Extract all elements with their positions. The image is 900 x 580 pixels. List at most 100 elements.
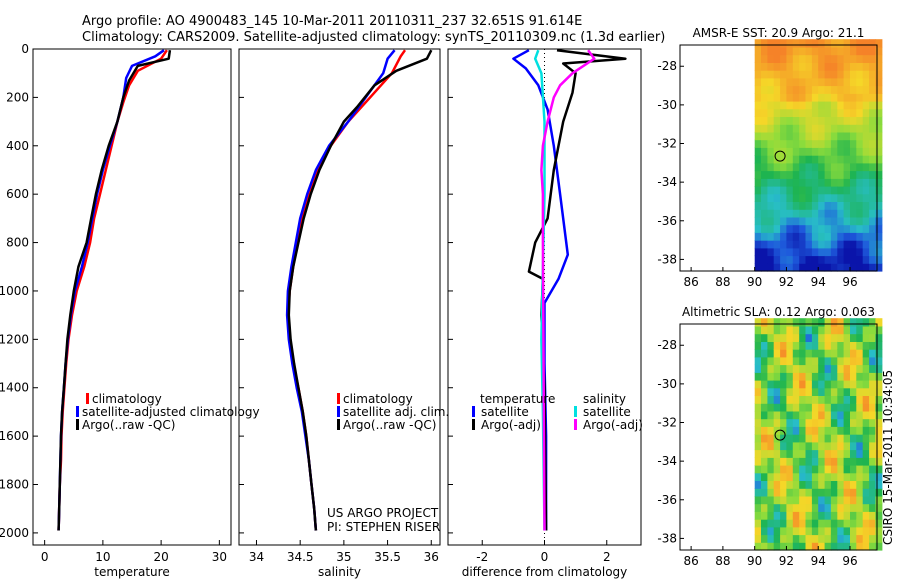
heatmap-cell	[818, 488, 826, 497]
heatmap-cell	[805, 124, 813, 133]
heatmap-cell	[754, 93, 762, 102]
heatmap-cell	[824, 247, 832, 257]
heatmap-cell	[862, 441, 870, 451]
legend-title-salinity: salinity	[583, 392, 626, 406]
heatmap-cell	[767, 147, 775, 156]
y-tick-label: -34	[657, 175, 677, 189]
heatmap-cell	[767, 511, 775, 520]
heatmap-cell	[830, 372, 838, 381]
heatmap-cell	[850, 503, 857, 512]
heatmap-cell	[843, 395, 851, 404]
csiro-timestamp: CSIRO 15-Mar-2011 10:34:05	[881, 370, 895, 545]
heatmap-cell	[869, 526, 877, 536]
heatmap-cell	[875, 54, 883, 63]
legend-label-argo: Argo(..raw -QC)	[343, 418, 436, 432]
legend-label-temp-argo: Argo(-adj)	[481, 418, 541, 432]
heatmap-cell	[792, 418, 800, 427]
heatmap-cell	[824, 240, 832, 249]
heatmap-cell	[786, 395, 794, 404]
heatmap-cell	[843, 542, 851, 551]
heatmap-cell	[761, 333, 768, 342]
heatmap-cell	[780, 356, 788, 366]
heatmap-cell	[811, 472, 819, 481]
difference-series-2	[533, 49, 546, 531]
heatmap-cell	[761, 380, 768, 389]
heatmap-cell	[843, 534, 851, 543]
heatmap-cell	[811, 263, 819, 272]
heatmap-cell	[780, 403, 788, 412]
heatmap-cell	[875, 387, 883, 396]
heatmap-cell	[862, 193, 870, 202]
heatmap-cell	[837, 170, 845, 179]
heatmap-cell	[830, 511, 838, 520]
heatmap-cell	[754, 434, 762, 443]
heatmap-cell	[837, 147, 845, 156]
heatmap-cell	[869, 449, 877, 458]
heatmap-cell	[862, 356, 870, 366]
heatmap-cell	[786, 116, 794, 125]
heatmap-cell	[818, 403, 826, 412]
heatmap-cell	[761, 441, 768, 451]
heatmap-cell	[811, 356, 819, 366]
heatmap-cell	[837, 418, 845, 427]
heatmap-cell	[773, 178, 781, 187]
heatmap-cell	[837, 465, 845, 474]
heatmap-cell	[805, 356, 813, 366]
heatmap-cell	[767, 480, 775, 489]
heatmap-cell	[805, 426, 813, 435]
heatmap-cell	[824, 147, 832, 156]
heatmap-cell	[837, 131, 845, 141]
heatmap-cell	[799, 39, 807, 48]
heatmap-cell	[856, 209, 864, 218]
heatmap-cell	[850, 519, 857, 528]
heatmap-cell	[754, 403, 762, 412]
heatmap-cell	[799, 364, 807, 373]
heatmap-cell	[773, 418, 781, 427]
heatmap-cell	[856, 434, 864, 443]
heatmap-cell	[875, 124, 883, 133]
heatmap-cell	[799, 116, 807, 125]
heatmap-cell	[856, 247, 864, 257]
x-tick-label: 94	[811, 554, 826, 568]
heatmap-cell	[843, 356, 851, 366]
heatmap-cell	[786, 77, 794, 87]
heatmap-cell	[767, 54, 775, 63]
heatmap-cell	[773, 162, 781, 172]
heatmap-cell	[780, 116, 788, 125]
heatmap-cell	[875, 364, 883, 373]
heatmap-cell	[811, 465, 819, 474]
heatmap-cell	[805, 85, 813, 94]
heatmap-cell	[754, 380, 762, 389]
heatmap-cell	[754, 441, 762, 451]
heatmap-cell	[837, 410, 845, 420]
heatmap-cell	[786, 426, 794, 435]
heatmap-cell	[862, 519, 870, 528]
heatmap-cell	[869, 395, 877, 404]
heatmap-cell	[875, 131, 883, 141]
heatmap-cell	[850, 46, 857, 56]
heatmap-cell	[862, 511, 870, 520]
heatmap-cell	[805, 325, 813, 335]
heatmap-cell	[837, 162, 845, 172]
heatmap-cell	[786, 449, 794, 458]
heatmap-cell	[786, 380, 794, 389]
heatmap-cell	[856, 201, 864, 210]
heatmap-cell	[837, 349, 845, 358]
heatmap-cell	[875, 441, 883, 451]
heatmap-cell	[792, 178, 800, 187]
heatmap-cell	[811, 511, 819, 520]
sla_map-panel: Altimetric SLA: 0.12 Argo: 0.063 86 88 90 92…	[657, 305, 883, 568]
heatmap-cell	[805, 380, 813, 389]
heatmap-cell	[818, 325, 826, 335]
heatmap-cell	[754, 325, 762, 335]
heatmap-cell	[767, 39, 775, 48]
heatmap-cell	[811, 441, 819, 451]
heatmap-cell	[780, 101, 788, 110]
heatmap-cell	[773, 131, 781, 141]
heatmap-cell	[773, 101, 781, 110]
heatmap-cell	[818, 85, 826, 94]
heatmap-cell	[843, 495, 851, 505]
heatmap-cell	[862, 62, 870, 71]
heatmap-cell	[824, 441, 832, 451]
heatmap-cell	[754, 108, 762, 117]
